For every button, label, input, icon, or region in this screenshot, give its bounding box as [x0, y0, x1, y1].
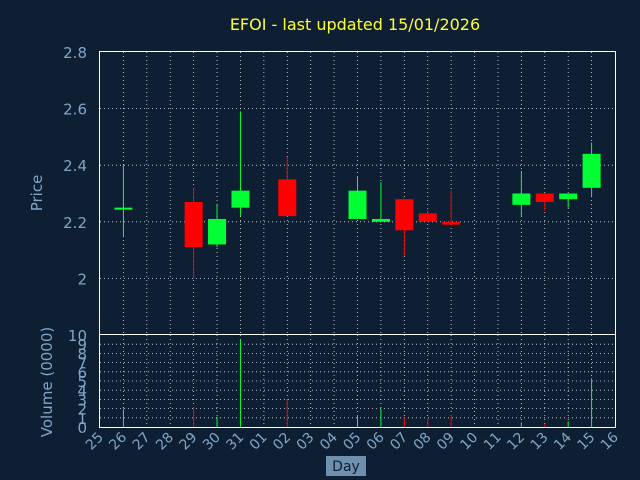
- candle-08: [418, 210, 437, 222]
- candles: [114, 111, 601, 279]
- candle-body: [231, 190, 250, 208]
- volume-tick-label: 4: [77, 382, 87, 400]
- volume-tick-label: 3: [77, 391, 87, 409]
- price-y-ticks: 2 2.2 2.4 2.6 2.8: [63, 44, 87, 288]
- x-tick-label: 06: [364, 429, 388, 453]
- x-tick-label: 09: [434, 430, 458, 454]
- volume-tick-label: 1: [77, 410, 87, 428]
- candle-06: [371, 182, 390, 222]
- x-tick-label: 11: [481, 430, 505, 454]
- volume-tick-label: 7: [77, 355, 87, 373]
- volume-tick-label: 8: [77, 345, 87, 363]
- price-tick-label: 2.2: [63, 214, 87, 232]
- volume-axis-label: Volume (0000): [38, 327, 56, 437]
- candle-12: [512, 170, 531, 217]
- x-tick-label: 13: [528, 430, 552, 454]
- x-tick-label: 08: [411, 430, 435, 454]
- volume-bars: [122, 339, 593, 427]
- candle-body: [512, 193, 531, 205]
- candle-body: [395, 199, 414, 231]
- candle-body: [208, 218, 227, 245]
- x-tick-label: 10: [457, 430, 481, 454]
- price-tick-label: 2.6: [63, 101, 87, 119]
- x-label-background: [326, 456, 366, 476]
- candle-07: [395, 199, 414, 256]
- volume-tick-label: 0: [77, 419, 87, 437]
- candle-15: [582, 142, 601, 197]
- candle-body: [184, 201, 203, 248]
- candle-14: [559, 193, 578, 208]
- candle-30: [208, 204, 227, 248]
- candle-09: [442, 190, 461, 225]
- volume-tick-label: 5: [77, 373, 87, 391]
- x-tick-label: 15: [574, 430, 598, 454]
- x-tick-label: 14: [551, 429, 575, 453]
- candle-02: [278, 156, 297, 217]
- volume-tick-label: 9: [77, 336, 87, 354]
- volume-tick-label: 10: [68, 327, 87, 345]
- x-tick-label: 07: [387, 430, 411, 454]
- candle-31: [231, 111, 250, 217]
- candle-29: [184, 187, 203, 279]
- x-tick-label: 05: [340, 430, 364, 454]
- price-axis-label: Price: [28, 175, 46, 212]
- price-tick-label: 2.8: [63, 44, 87, 62]
- candle-13: [535, 193, 554, 211]
- x-tick-label: 30: [200, 430, 224, 454]
- x-tick-label: 01: [247, 430, 271, 454]
- x-axis-label: Day: [332, 459, 360, 475]
- x-tick-label: 16: [598, 429, 622, 453]
- x-tick-label: 02: [270, 430, 294, 454]
- x-tick-labels: 25 26 27 28 29 30 31 01 02 03 04 05 06 07 08 09 10 11 12 13…: [83, 429, 622, 453]
- volume-tick-label: 6: [77, 364, 87, 382]
- price-tick-label: 2.4: [63, 157, 87, 175]
- candle-body: [442, 221, 461, 225]
- candle-body: [582, 153, 601, 188]
- price-tick-label: 2: [77, 270, 87, 288]
- x-tick-label: 29: [177, 430, 201, 454]
- x-tick-label: 31: [223, 430, 247, 454]
- candle-body: [535, 193, 554, 202]
- x-tick-label: 28: [153, 430, 177, 454]
- chart-title: EFOI - last updated 15/01/2026: [230, 15, 480, 34]
- candle-body: [371, 218, 390, 222]
- candle-body: [418, 213, 437, 222]
- x-tick-label: 27: [130, 430, 154, 454]
- volume-tick-label: 2: [77, 401, 87, 419]
- candle-05: [348, 176, 367, 219]
- x-tick-label: 04: [317, 429, 341, 453]
- x-tick-label: 26: [106, 429, 130, 453]
- x-tick-label: 03: [294, 430, 318, 454]
- candle-body: [559, 193, 578, 200]
- candle-26: [114, 165, 133, 236]
- x-tick-label: 12: [504, 430, 528, 454]
- candle-body: [114, 207, 133, 210]
- candle-body: [278, 179, 297, 217]
- candle-body: [348, 190, 367, 219]
